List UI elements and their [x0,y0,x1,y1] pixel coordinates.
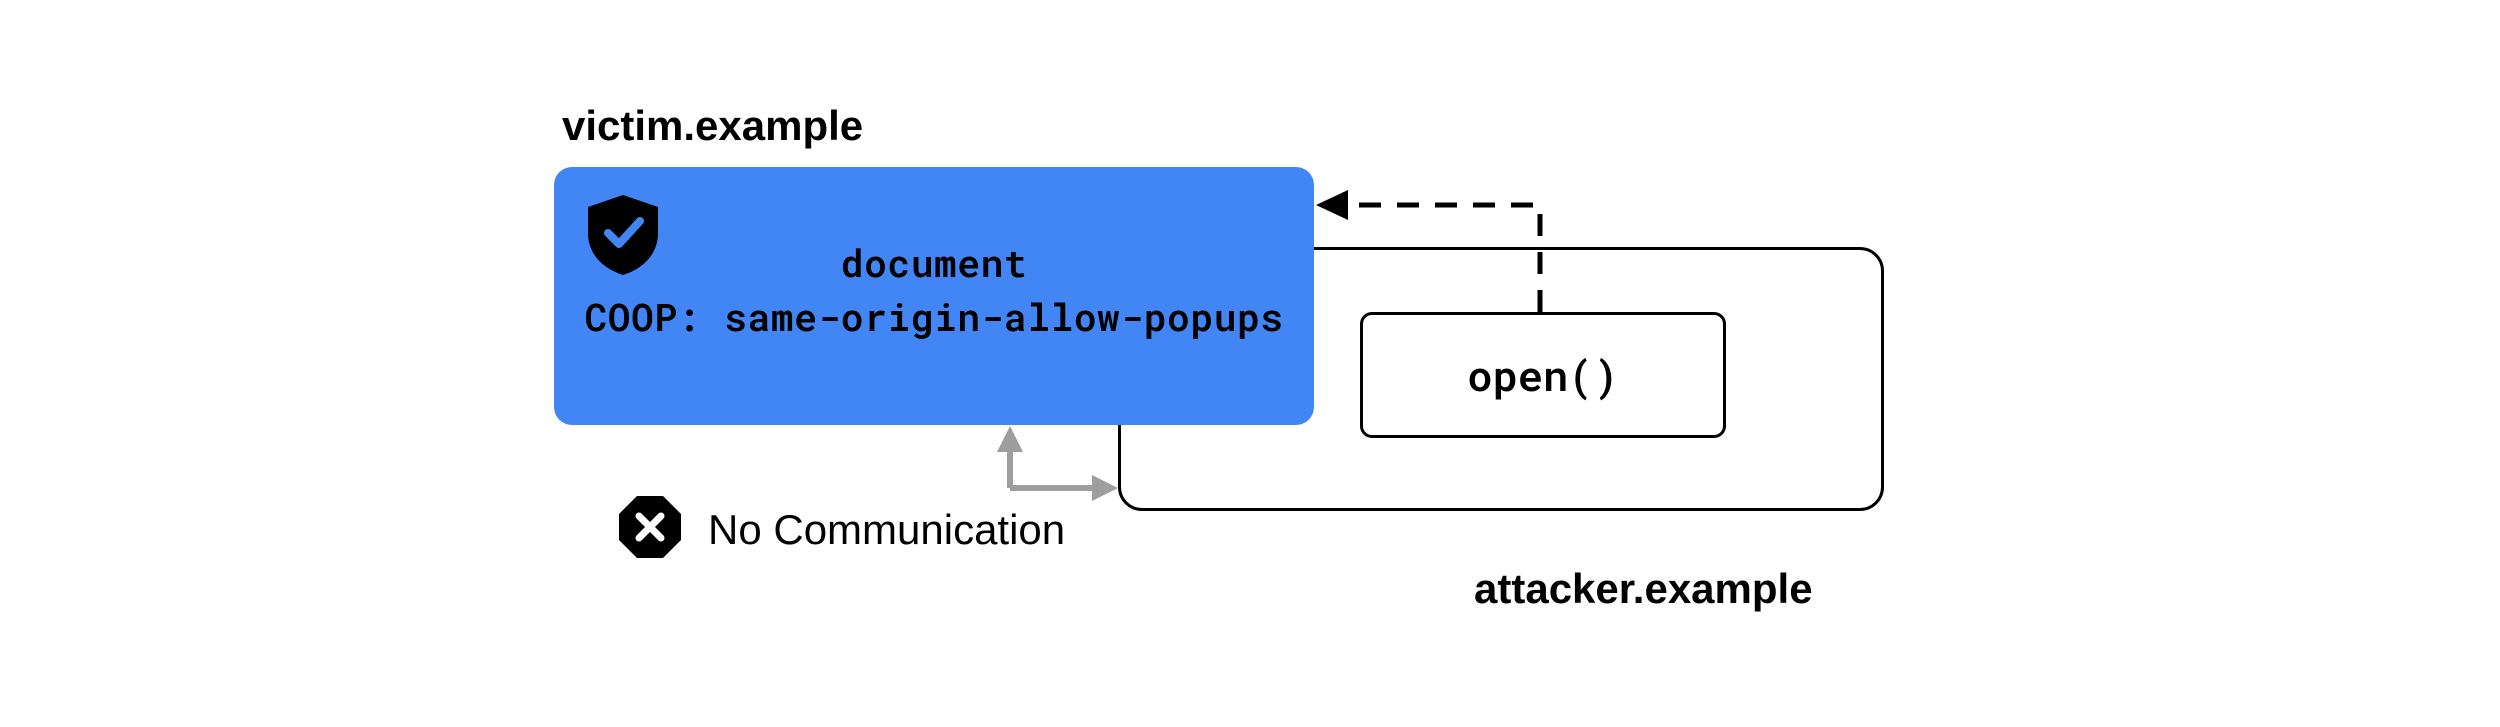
open-label: open() [1467,348,1618,403]
no-communication-label: No Communication [708,506,1065,554]
victim-box: document COOP: same-origin-allow-popups [554,167,1314,425]
attacker-title: attacker.example [1474,565,1813,613]
victim-doc-label: document [554,238,1314,288]
grey-bi-arrow [997,426,1118,501]
open-box: open() [1360,312,1726,438]
victim-coop-label: COOP: same-origin-allow-popups [554,292,1314,342]
x-octagon-icon [619,496,681,558]
diagram-stage: document COOP: same-origin-allow-popups … [0,0,2500,727]
victim-title: victim.example [562,102,863,150]
